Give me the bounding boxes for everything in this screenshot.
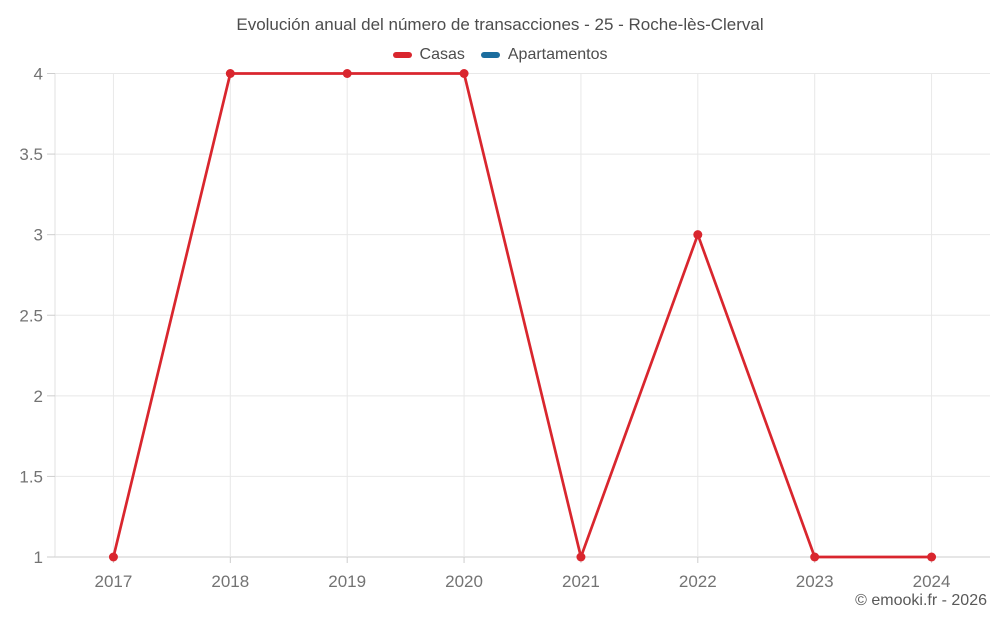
- legend-item-casas[interactable]: Casas: [392, 45, 465, 65]
- x-axis-labels: 2017 2018 2019 2020 2021 2022 2023 2024: [95, 572, 951, 591]
- x-axis-label: 2023: [796, 572, 834, 591]
- data-point[interactable]: [108, 552, 118, 562]
- x-axis-label: 2017: [95, 572, 133, 591]
- x-axis-label: 2022: [679, 572, 717, 591]
- y-axis-label: 2.5: [19, 306, 43, 325]
- y-axis-labels: 4 3.5 3 2.5 2 1.5 1: [19, 65, 43, 568]
- y-axis-label: 1: [34, 548, 43, 567]
- data-point[interactable]: [225, 69, 235, 78]
- chart-title: Evolución anual del número de transaccio…: [236, 15, 764, 34]
- data-point[interactable]: [576, 552, 586, 562]
- series-line: [112, 72, 933, 559]
- series-casas: [108, 69, 937, 562]
- data-point[interactable]: [810, 552, 820, 562]
- x-axis-label: 2019: [328, 572, 366, 591]
- x-axis-label: 2020: [445, 572, 483, 591]
- legend-swatch: [392, 52, 412, 58]
- y-axis-label: 1.5: [19, 467, 43, 486]
- legend-label: Casas: [419, 46, 465, 63]
- x-axis-label: 2021: [562, 572, 600, 591]
- data-point[interactable]: [693, 230, 703, 240]
- axis-ticks: [47, 73, 933, 563]
- x-axis-label: 2018: [211, 572, 249, 591]
- legend-label: Apartamentos: [507, 46, 608, 63]
- legend-item-apartamentos[interactable]: Apartamentos: [480, 45, 608, 65]
- y-axis-label: 2: [34, 387, 43, 406]
- data-point[interactable]: [459, 69, 469, 78]
- legend-swatch: [480, 52, 500, 58]
- x-axis-label: 2024: [913, 572, 951, 591]
- legend: Casas Apartamentos: [0, 45, 1000, 65]
- data-point[interactable]: [342, 69, 352, 78]
- y-axis-label: 3.5: [19, 145, 43, 164]
- data-point[interactable]: [927, 552, 937, 562]
- copyright-text: © emooki.fr - 2026: [855, 592, 987, 609]
- y-axis-label: 4: [34, 65, 43, 84]
- y-axis-label: 3: [34, 226, 43, 245]
